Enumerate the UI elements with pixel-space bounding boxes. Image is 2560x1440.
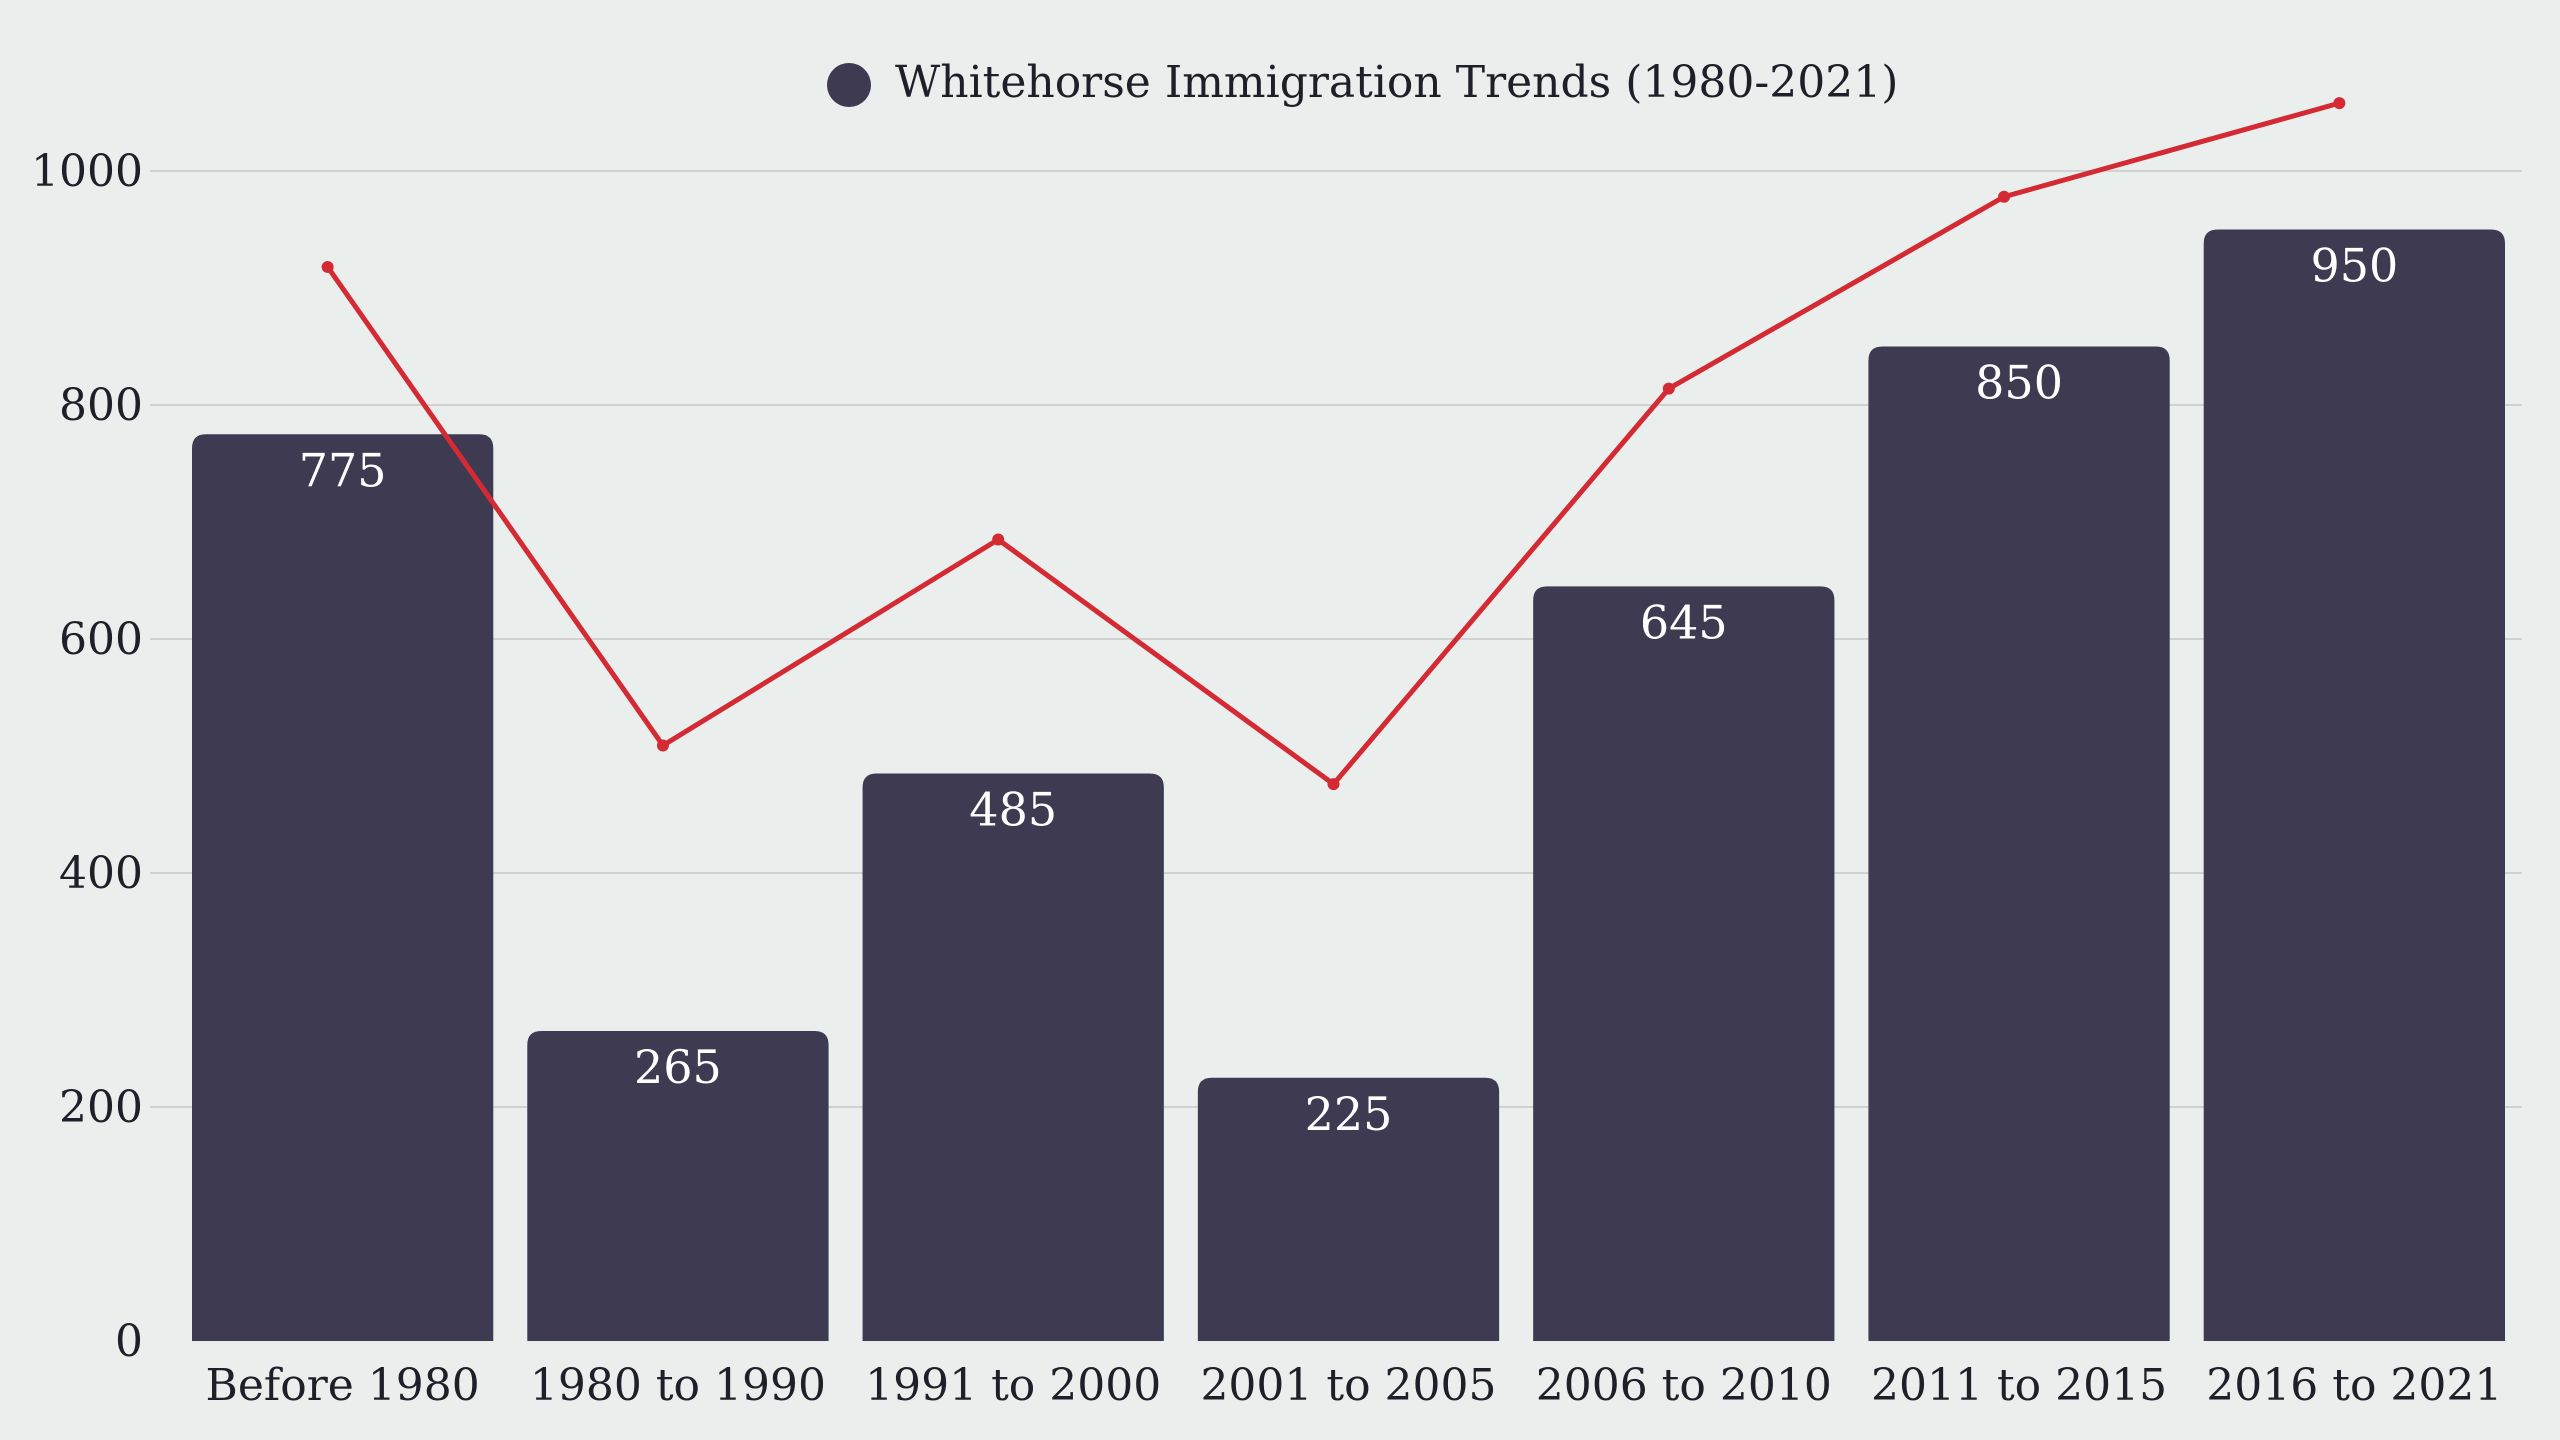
bar xyxy=(527,1030,829,1341)
y-tick-label: 1000 xyxy=(31,146,143,197)
x-tick-label: 2011 to 2015 xyxy=(1871,1360,2167,1411)
bar-data-label: 950 xyxy=(2310,239,2398,293)
bar xyxy=(192,434,494,1341)
bar-data-label: 485 xyxy=(969,783,1057,837)
bar-data-label: 645 xyxy=(1640,595,1728,649)
bar xyxy=(862,773,1164,1341)
line-series-group xyxy=(321,97,2346,791)
y-axis: 0 200 400 600 800 1000 xyxy=(31,146,143,1367)
x-tick-label: 2006 to 2010 xyxy=(1536,1360,1832,1411)
x-tick-label: 1991 to 2000 xyxy=(865,1360,1161,1411)
line-point xyxy=(1327,778,1340,791)
bar-data-label: 265 xyxy=(634,1040,722,1094)
legend-label: Whitehorse Immigration Trends (1980-2021… xyxy=(895,57,1898,108)
line-point xyxy=(656,739,669,752)
bar-data-label: 225 xyxy=(1305,1087,1393,1141)
y-tick-label: 800 xyxy=(59,380,143,431)
legend: Whitehorse Immigration Trends (1980-2021… xyxy=(827,57,1898,108)
bar xyxy=(2203,229,2505,1341)
x-tick-label: Before 1980 xyxy=(206,1360,480,1411)
bar-data-label: 775 xyxy=(299,443,387,497)
x-tick-label: 2001 to 2005 xyxy=(1200,1360,1496,1411)
x-axis: Before 1980 1980 to 1990 1991 to 2000 2001 … xyxy=(206,1360,2503,1411)
line-point xyxy=(1998,190,2011,203)
y-tick-label: 0 xyxy=(115,1316,143,1367)
bar-data-label: 850 xyxy=(1975,356,2063,410)
line-point xyxy=(2333,97,2346,110)
line-point xyxy=(992,533,1005,546)
line-point xyxy=(1662,382,1675,395)
line-point xyxy=(321,260,334,273)
legend-marker xyxy=(827,63,871,107)
bar xyxy=(1197,1077,1500,1341)
y-tick-label: 400 xyxy=(59,848,143,899)
x-tick-label: 2016 to 2021 xyxy=(2206,1360,2502,1411)
bars-group: 775 265 485 225 645 850 950 xyxy=(192,229,2505,1341)
y-tick-label: 200 xyxy=(59,1082,143,1133)
y-tick-label: 600 xyxy=(59,614,143,665)
bar xyxy=(1868,346,2170,1341)
x-tick-label: 1980 to 1990 xyxy=(530,1360,826,1411)
bar xyxy=(1533,586,1835,1341)
